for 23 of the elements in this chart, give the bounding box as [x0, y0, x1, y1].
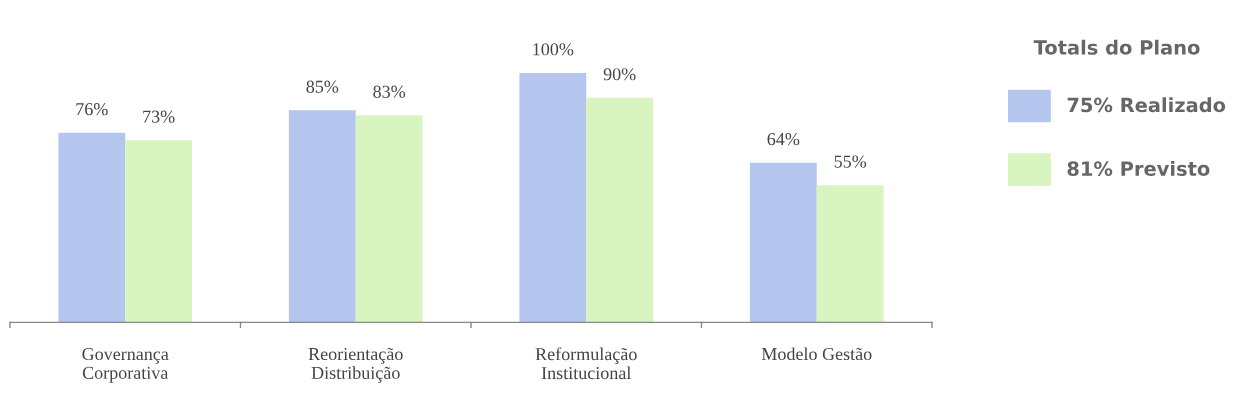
legend-title: Totals do Plano [1033, 39, 1200, 55]
x-tick-label: Reformulação Institucional [535, 347, 637, 380]
bar [355, 115, 423, 323]
data-label: 55% [834, 155, 867, 168]
data-label: 83% [373, 85, 406, 98]
bar [586, 97, 654, 323]
data-label: 64% [767, 132, 800, 146]
bar [58, 132, 126, 323]
data-label: 90% [603, 68, 636, 81]
x-tick-label: Reorientação Distribuição [308, 347, 403, 383]
x-tick-label: Modelo Gestão [761, 347, 872, 361]
data-label: 73% [143, 110, 175, 123]
data-label: 76% [76, 103, 108, 116]
x-tick-label: Governança Corporativa [82, 347, 169, 383]
legend-label: 81% Previsto [1067, 160, 1210, 176]
legend-label: 75% Realizado [1067, 97, 1226, 113]
bar [288, 110, 356, 323]
data-label: 100% [533, 43, 574, 56]
bar [125, 140, 193, 323]
bar [519, 72, 587, 323]
bar [749, 162, 817, 323]
data-label: 85% [306, 80, 339, 93]
bar [816, 185, 884, 323]
